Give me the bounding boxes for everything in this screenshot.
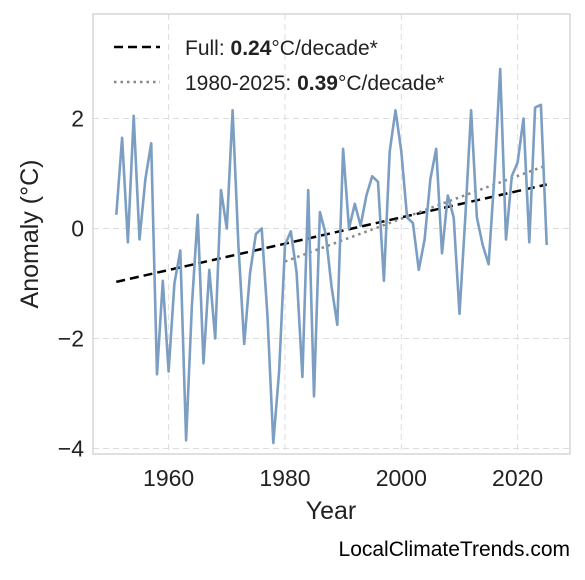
x-tick-label: 2000 [376, 465, 427, 491]
y-tick-label: 0 [71, 216, 84, 242]
trend-line-recent [284, 164, 548, 263]
x-axis-title: Year [306, 497, 357, 525]
legend-label-full: Full: 0.24°C/decade* [185, 37, 378, 60]
anomaly-series-line [115, 67, 548, 445]
x-tick-labels: 1960 1980 2000 2020 [143, 465, 543, 491]
y-tick-label: 2 [71, 106, 84, 132]
plot-frame [92, 13, 571, 455]
x-tick-label: 2020 [492, 465, 543, 491]
y-tick-labels: −4 −2 0 2 [58, 106, 84, 462]
legend: Full: 0.24°C/decade* 1980-2025: 0.39°C/d… [114, 37, 444, 95]
watermark: LocalClimateTrends.com [338, 538, 570, 561]
y-tick-label: −4 [58, 436, 84, 462]
y-axis-title: Anomaly (°C) [16, 160, 44, 309]
grid [93, 14, 570, 454]
x-tick-label: 1980 [259, 465, 310, 491]
x-tick-label: 1960 [143, 465, 194, 491]
y-tick-label: −2 [58, 326, 84, 352]
legend-label-recent: 1980-2025: 0.39°C/decade* [185, 72, 444, 95]
